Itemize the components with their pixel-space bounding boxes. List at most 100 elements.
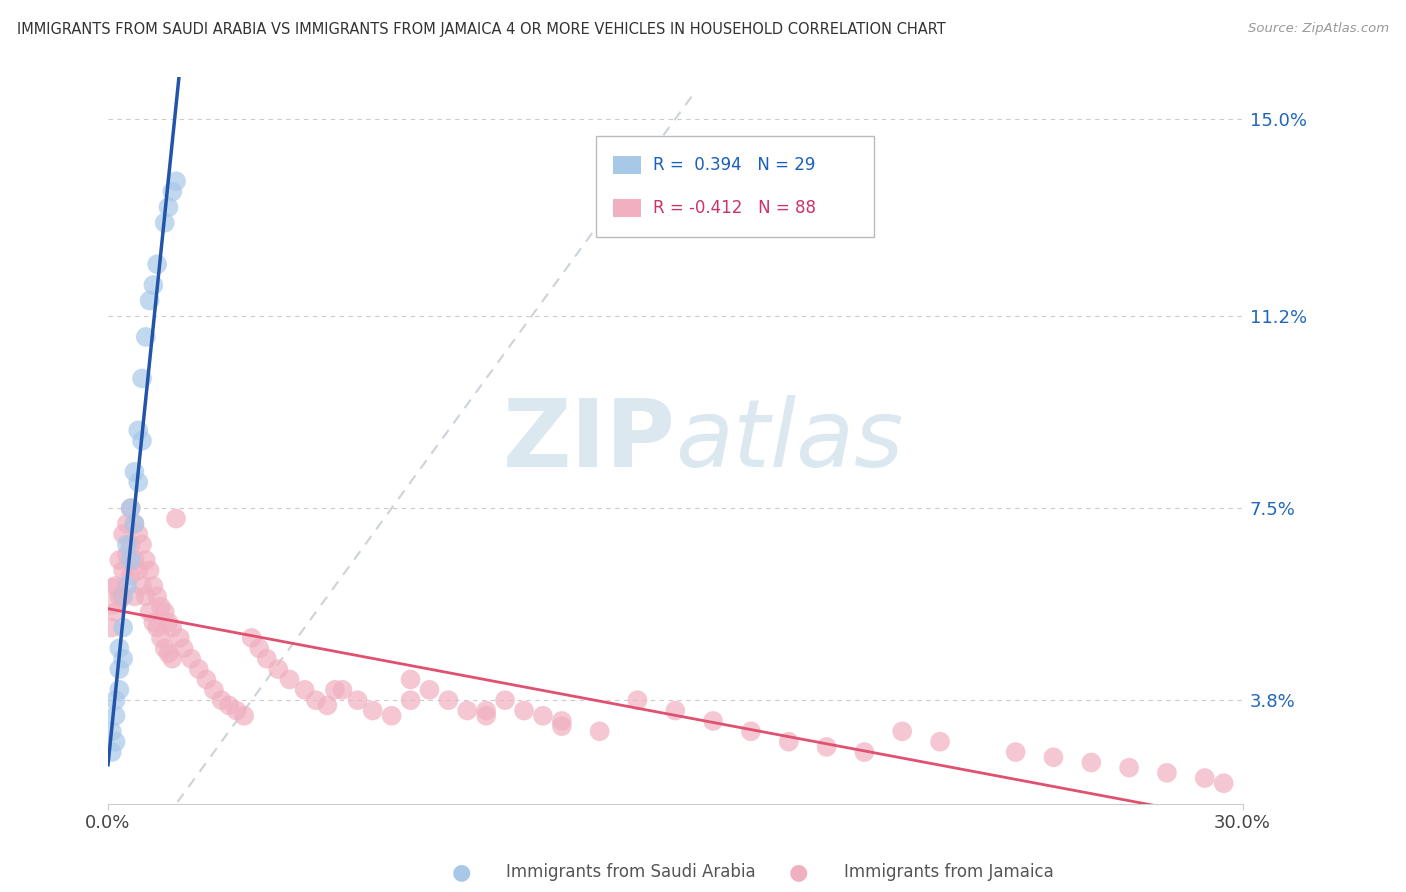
Text: R =  0.394   N = 29: R = 0.394 N = 29 — [652, 155, 815, 174]
Point — [115, 516, 138, 531]
Point — [929, 735, 952, 749]
Point — [142, 615, 165, 630]
Point — [1042, 750, 1064, 764]
Point — [120, 568, 142, 582]
Point — [153, 605, 176, 619]
Point — [165, 511, 187, 525]
Point — [494, 693, 516, 707]
Point — [361, 704, 384, 718]
Point — [853, 745, 876, 759]
Point — [247, 641, 270, 656]
Text: ●: ● — [789, 863, 808, 882]
Point — [1004, 745, 1026, 759]
Point — [131, 371, 153, 385]
Point — [346, 693, 368, 707]
Text: Source: ZipAtlas.com: Source: ZipAtlas.com — [1249, 22, 1389, 36]
Point — [305, 693, 328, 707]
Point — [1212, 776, 1234, 790]
Point — [588, 724, 610, 739]
Point — [146, 621, 169, 635]
Point — [115, 537, 138, 551]
Point — [551, 719, 574, 733]
Point — [135, 553, 157, 567]
Point — [120, 537, 142, 551]
Point — [169, 631, 191, 645]
Point — [104, 708, 127, 723]
Point — [278, 673, 301, 687]
Point — [332, 682, 354, 697]
Point — [456, 704, 478, 718]
Point — [127, 423, 149, 437]
Point — [153, 641, 176, 656]
Point — [131, 537, 153, 551]
Point — [1118, 761, 1140, 775]
Point — [131, 434, 153, 448]
Point — [162, 651, 184, 665]
Point — [740, 724, 762, 739]
Point — [1156, 765, 1178, 780]
Text: Immigrants from Saudi Arabia: Immigrants from Saudi Arabia — [506, 863, 756, 881]
Point — [664, 704, 686, 718]
Point — [157, 200, 180, 214]
Point — [475, 708, 498, 723]
Point — [120, 501, 142, 516]
Point — [124, 465, 146, 479]
Point — [1080, 756, 1102, 770]
Point — [323, 682, 346, 697]
Point — [437, 693, 460, 707]
Point — [149, 631, 172, 645]
Point — [138, 564, 160, 578]
Point — [256, 651, 278, 665]
Point — [124, 516, 146, 531]
Point — [108, 553, 131, 567]
Point — [626, 693, 648, 707]
Text: IMMIGRANTS FROM SAUDI ARABIA VS IMMIGRANTS FROM JAMAICA 4 OR MORE VEHICLES IN HO: IMMIGRANTS FROM SAUDI ARABIA VS IMMIGRAN… — [17, 22, 946, 37]
Point — [475, 704, 498, 718]
Point — [104, 693, 127, 707]
Point — [104, 579, 127, 593]
Point — [100, 745, 122, 759]
Point — [267, 662, 290, 676]
Point — [115, 579, 138, 593]
Point — [157, 647, 180, 661]
Point — [187, 662, 209, 676]
Point — [120, 553, 142, 567]
Point — [149, 599, 172, 614]
Point — [135, 590, 157, 604]
Text: ZIP: ZIP — [502, 395, 675, 487]
Point — [112, 527, 135, 541]
Point — [127, 527, 149, 541]
Point — [142, 278, 165, 293]
Point — [108, 662, 131, 676]
Point — [108, 682, 131, 697]
Point — [104, 735, 127, 749]
Text: Immigrants from Jamaica: Immigrants from Jamaica — [844, 863, 1053, 881]
Point — [127, 564, 149, 578]
Point — [418, 682, 440, 697]
Point — [165, 174, 187, 188]
Point — [702, 714, 724, 728]
Point — [162, 621, 184, 635]
Point — [112, 621, 135, 635]
Point — [294, 682, 316, 697]
Point — [173, 641, 195, 656]
Point — [316, 698, 339, 713]
Point — [399, 673, 422, 687]
Point — [778, 735, 800, 749]
Point — [138, 293, 160, 308]
Text: ●: ● — [451, 863, 471, 882]
Point — [127, 475, 149, 490]
Point — [104, 605, 127, 619]
Point — [815, 739, 838, 754]
Point — [100, 590, 122, 604]
Point — [120, 501, 142, 516]
Point — [131, 579, 153, 593]
Point — [124, 590, 146, 604]
Point — [531, 708, 554, 723]
Point — [153, 216, 176, 230]
Point — [157, 615, 180, 630]
Point — [135, 330, 157, 344]
Point — [195, 673, 218, 687]
Point — [211, 693, 233, 707]
Point — [180, 651, 202, 665]
